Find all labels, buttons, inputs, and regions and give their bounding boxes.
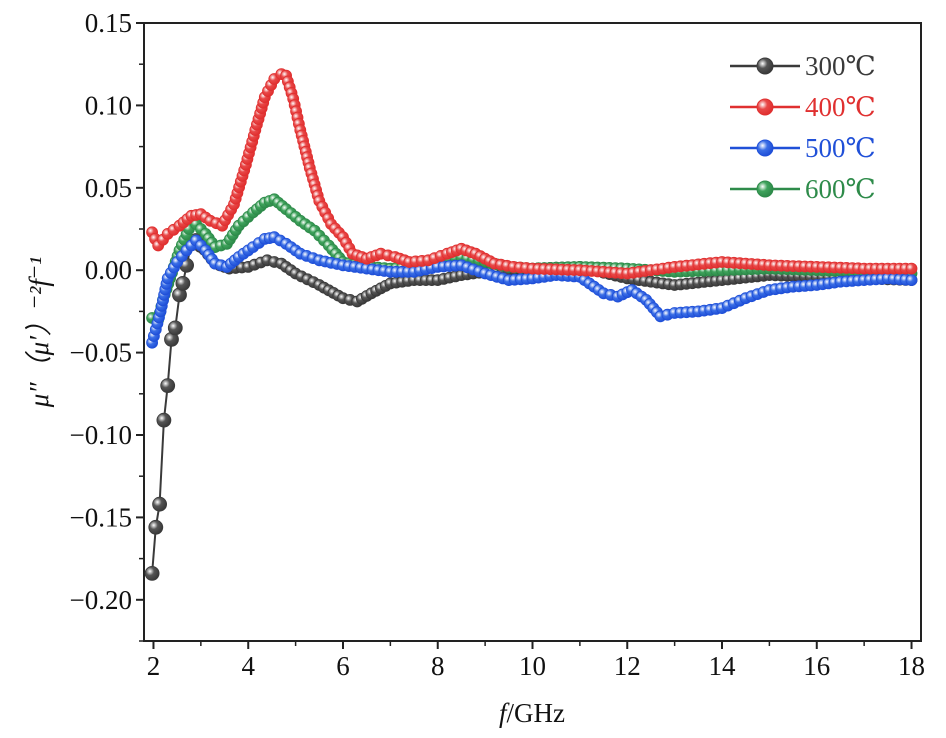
data-point [156, 412, 172, 428]
data-point [152, 496, 168, 512]
data-point [144, 566, 160, 581]
series-400c [146, 68, 918, 280]
y-tick-label: −0.15 [70, 502, 132, 532]
x-axis-title: f/GHz [499, 698, 565, 728]
x-tick-label: 2 [147, 651, 161, 681]
series-layer [144, 68, 918, 581]
x-tick-label: 6 [336, 651, 350, 681]
legend-label: 300℃ [805, 51, 876, 81]
data-point [905, 262, 918, 275]
y-tick-label: −0.20 [70, 585, 132, 615]
y-tick-label: 0.00 [85, 255, 132, 285]
legend-label: 600℃ [805, 174, 876, 204]
legend-label: 500℃ [805, 133, 876, 163]
x-tick-label: 4 [241, 651, 255, 681]
legend-item: 500℃ [730, 133, 876, 163]
series-500c [146, 231, 918, 349]
data-point [175, 275, 191, 291]
data-point [167, 320, 183, 336]
data-point [148, 519, 164, 535]
legend-item: 300℃ [730, 51, 876, 81]
y-tick-label: 0.10 [85, 90, 132, 120]
legend-label: 400℃ [805, 92, 876, 122]
x-tick-label: 10 [519, 651, 546, 681]
data-point [905, 274, 918, 287]
y-axis-title: μ″（μ′）⁻²f⁻¹ [24, 257, 54, 408]
y-tick-label: 0.15 [85, 8, 132, 38]
x-tick-label: 12 [614, 651, 641, 681]
legend-swatch-marker [756, 180, 774, 198]
data-point [160, 378, 176, 394]
x-tick-label: 8 [431, 651, 445, 681]
x-tick-label: 16 [803, 651, 830, 681]
y-tick-label: −0.05 [70, 338, 132, 368]
y-tick-label: −0.10 [70, 420, 132, 450]
legend-swatch-marker [756, 139, 774, 157]
axis-ticks: 2 4 6 8 10 12 14 16 18 0.15 0.10 0.05 0.00 −0.05 −0.10… [70, 8, 926, 681]
legend-item: 600℃ [730, 174, 876, 204]
x-tick-label: 14 [709, 651, 737, 681]
y-tick-label: 0.05 [85, 173, 132, 203]
legend-swatch-marker [756, 57, 774, 75]
legend: 300℃ 400℃ 500℃ 600℃ [730, 51, 876, 204]
x-tick-label: 18 [898, 651, 925, 681]
legend-swatch-marker [756, 98, 774, 116]
series-300c [144, 233, 209, 581]
legend-item: 400℃ [730, 92, 876, 122]
